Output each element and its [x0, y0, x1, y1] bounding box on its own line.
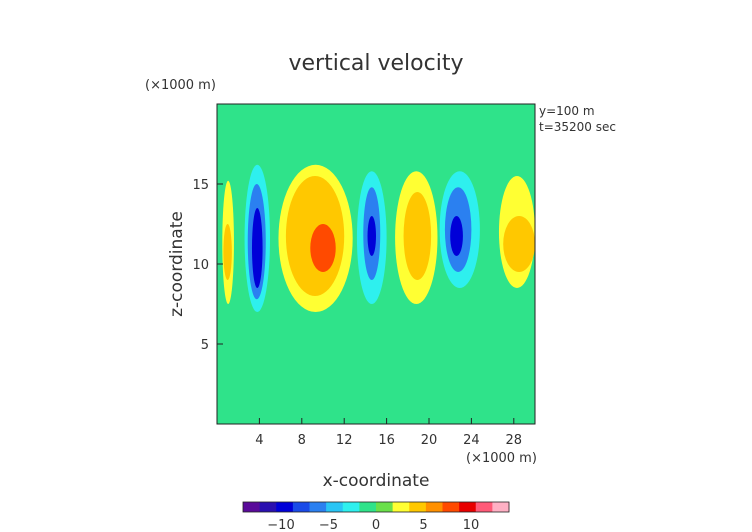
y-axis-label: z-coordinate [167, 211, 187, 317]
colorbar-swatch [326, 502, 344, 512]
x-tick-label: 8 [298, 433, 306, 448]
colorbar-frame [242, 501, 510, 513]
colorbar-swatch [409, 502, 427, 512]
chart-title: vertical velocity [288, 51, 463, 76]
colorbar-swatch [459, 502, 477, 512]
colorbar-swatch [492, 502, 510, 512]
colorbar: −10 −5 0 5 10 [242, 501, 510, 532]
x-tick-label: 28 [506, 433, 523, 448]
colorbar-swatch [392, 502, 410, 512]
y-tick-label: 5 [201, 338, 209, 353]
x-axis-label: x-coordinate [323, 471, 430, 491]
velocity-cell-17 [503, 216, 535, 272]
annotation-time: t=35200 sec [539, 120, 616, 134]
colorbar-swatch [425, 502, 443, 512]
y-tick-label: 10 [192, 258, 209, 273]
velocity-cell-4 [251, 208, 263, 288]
velocity-cell-7 [310, 224, 336, 272]
y-axis: 5 10 15 [192, 178, 223, 353]
colorbar-swatch [376, 502, 394, 512]
x-tick-label: 20 [421, 433, 438, 448]
x-tick-label: 12 [336, 433, 353, 448]
colorbar-swatch [475, 502, 493, 512]
annotation-y: y=100 m [539, 104, 595, 118]
colorbar-swatch [442, 502, 460, 512]
y-unit-label: (×1000 m) [145, 78, 216, 93]
x-tick-label: 4 [255, 433, 263, 448]
velocity-cell-15 [450, 216, 463, 256]
colorbar-swatch [292, 502, 310, 512]
colorbar-swatch [359, 502, 377, 512]
x-axis: 4 8 12 16 20 24 28 [255, 418, 522, 448]
colorbar-tick-label: 5 [419, 518, 427, 532]
colorbar-tick-label: −10 [267, 518, 294, 532]
velocity-cell-10 [367, 216, 377, 256]
velocity-cell-1 [223, 224, 232, 280]
colorbar-tick-label: 0 [372, 518, 380, 532]
colorbar-tick-label: 10 [463, 518, 480, 532]
colorbar-swatch [309, 502, 327, 512]
x-tick-label: 16 [378, 433, 395, 448]
colorbar-swatch [276, 502, 294, 512]
y-tick-label: 15 [192, 178, 209, 193]
colorbar-swatch [342, 502, 360, 512]
colorbar-swatch [243, 502, 261, 512]
colorbar-tick-label: −5 [319, 518, 338, 532]
x-tick-label: 24 [463, 433, 480, 448]
colorbar-swatch [259, 502, 277, 512]
velocity-cell-12 [403, 192, 432, 280]
velocity-field [222, 164, 535, 312]
x-unit-label: (×1000 m) [466, 451, 537, 466]
